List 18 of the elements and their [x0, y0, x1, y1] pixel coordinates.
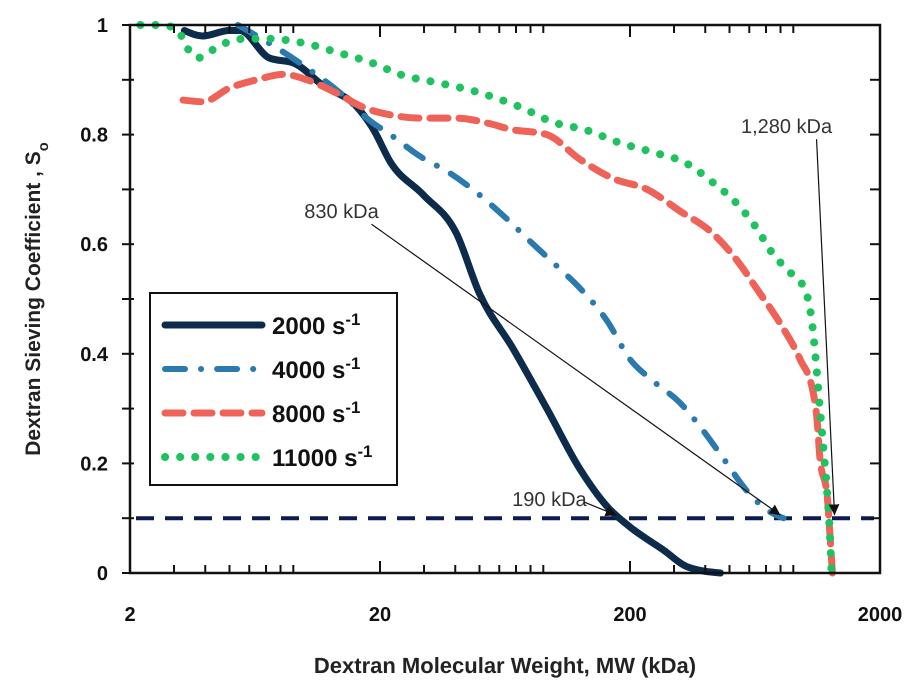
x-tick-label: 2 — [124, 604, 136, 626]
y-tick-label: 0.6 — [80, 234, 108, 256]
y-tick-label: 0.2 — [80, 453, 108, 476]
x-tick-label: 200 — [613, 604, 647, 626]
legend-label: 11000 s$^{-1}$ — [272, 442, 372, 472]
x-tick-label: 2000 — [858, 604, 902, 626]
annotation: 190 kDa — [512, 489, 588, 512]
x-axis-title: Dextran Molecular Weight, MW (kDa) — [314, 653, 696, 678]
x-tick-label: 20 — [368, 604, 392, 626]
y-tick-label: 1 — [96, 15, 108, 37]
y-tick-label: 0.4 — [80, 344, 109, 366]
y-tick-label: 0 — [96, 563, 108, 585]
y-tick-label: 0.8 — [80, 124, 108, 147]
annotation: 1,280 kDa — [740, 116, 834, 138]
legend-label: 8000 s$^{-1}$ — [272, 398, 360, 428]
legend-label: 2000 s$^{-1}$ — [272, 310, 360, 340]
legend-label: 4000 s$^{-1}$ — [272, 354, 360, 384]
annotation: 830 kDa — [304, 201, 380, 224]
